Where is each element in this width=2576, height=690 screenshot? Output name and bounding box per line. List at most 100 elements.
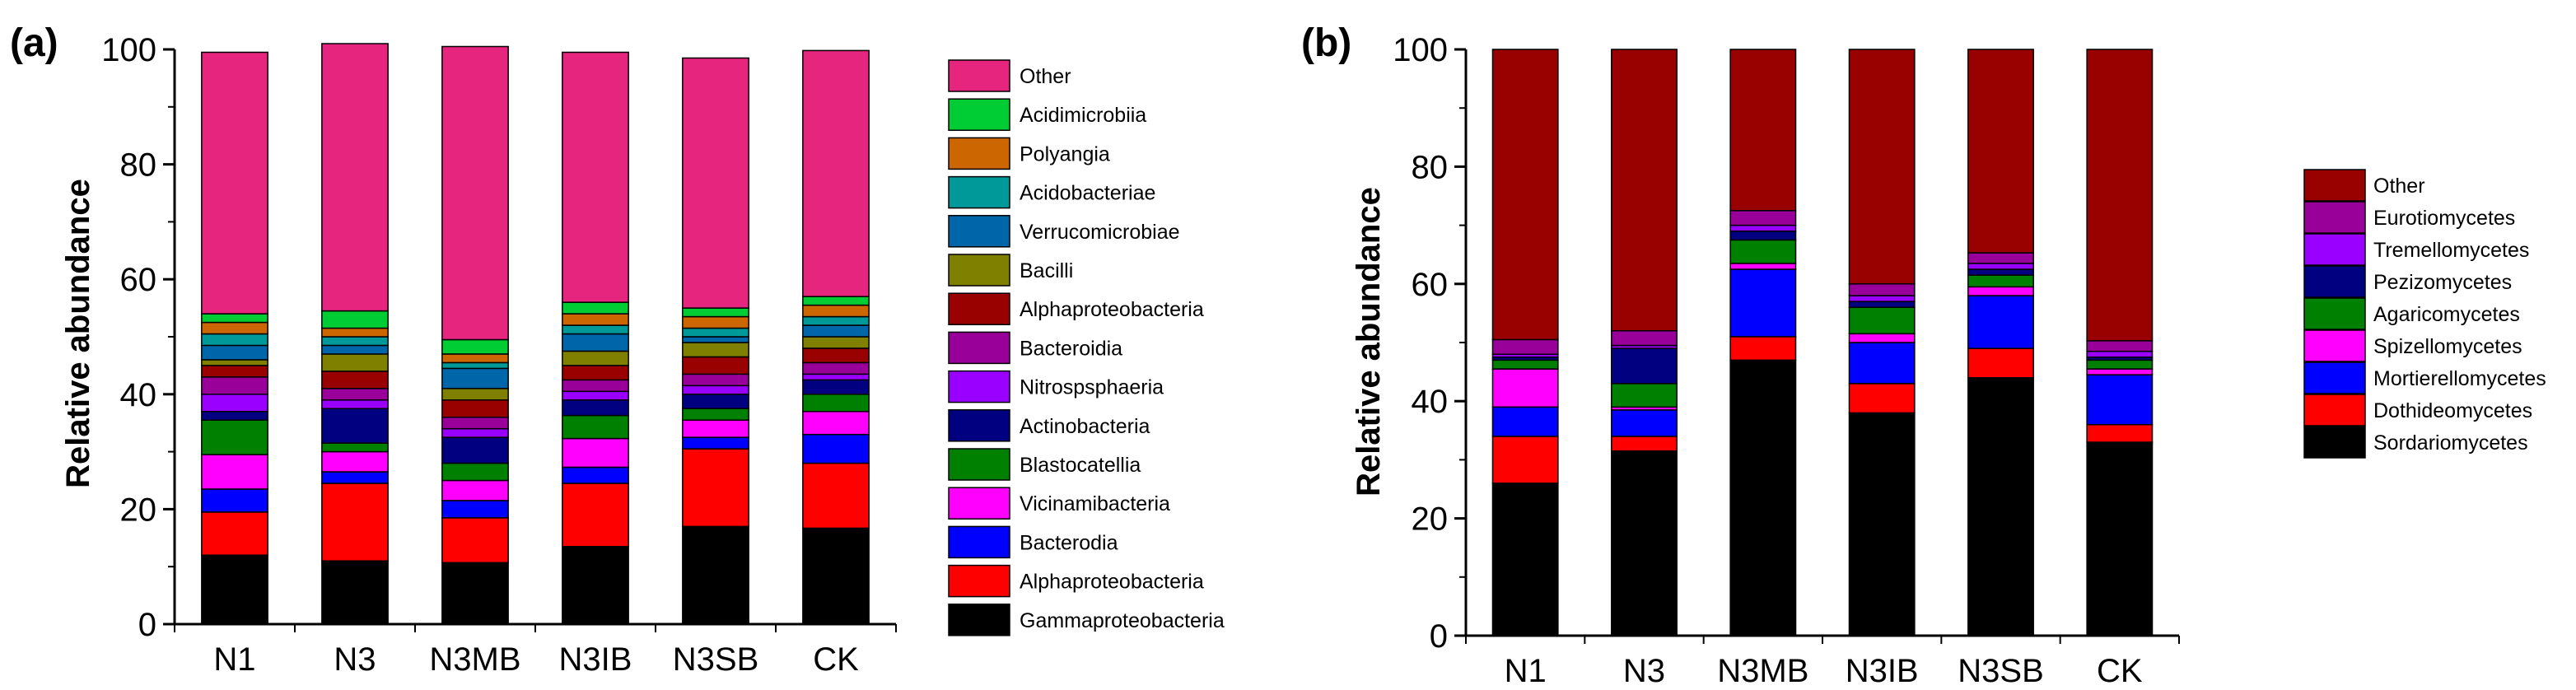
legend: Other Acidimicrobiia Polyangia Acidobacteri…	[948, 59, 1225, 636]
bar-segment-n1-7	[1491, 338, 1559, 355]
legend-swatch	[948, 525, 1010, 559]
chart-panel-a: (a) Relative abundance N1 N3 N3MB N3IB N3SB CK 0…	[10, 21, 1225, 678]
bar-segment-n3-10	[321, 344, 389, 355]
bar-segment-n3sb-9	[682, 342, 749, 358]
bar-segment-n3sb-2	[682, 436, 749, 450]
bar-segment-n1-6	[201, 394, 268, 413]
bar-segment-n3ib-1	[562, 483, 629, 548]
bar-segment-n3-5	[1611, 347, 1678, 385]
bar-segment-n1-13	[201, 313, 268, 324]
bar-segment-n1-1	[201, 511, 268, 556]
bar-segment-n3-2	[321, 471, 389, 484]
bar-segment-n3sb-1	[1967, 347, 2034, 379]
bar-segment-n3mb-6	[441, 427, 509, 438]
x-tick-label: N1	[1505, 653, 1547, 689]
legend-label: Nitrospsphaeria	[1020, 376, 1164, 399]
bar-segment-n3ib-8	[562, 365, 629, 381]
legend-label: Spizellomycetes	[2373, 335, 2522, 358]
legend-label: Vicinamibacteria	[1020, 492, 1170, 515]
bar-segment-n3ib-1	[1848, 383, 1916, 414]
legend-swatch	[948, 331, 1010, 365]
bar-segment-n3mb-8	[1729, 49, 1797, 212]
legend-swatch	[948, 448, 1010, 481]
y-axis-label: Relative abundance	[1351, 187, 1387, 497]
bar-segment-ck-5	[802, 379, 870, 395]
bar-segment-ck-2	[802, 433, 870, 464]
bar-segment-n3-8	[1611, 49, 1678, 332]
legend-swatch	[948, 254, 1010, 287]
bar-segment-ck-2	[2086, 374, 2154, 426]
bar-segment-n3sb-5	[682, 394, 749, 409]
bar-segment-n3-9	[321, 353, 389, 372]
legend-swatch	[948, 409, 1010, 442]
bar-segment-n3sb-6	[682, 385, 749, 395]
bar-segment-n3ib-7	[1848, 283, 1916, 296]
bar-segment-ck-3	[2086, 368, 2154, 375]
bar-segment-ck-0	[2086, 441, 2154, 636]
y-tick-label: 60	[1412, 267, 1449, 303]
y-tick-label: 80	[120, 147, 157, 184]
bar-segment-n3ib-0	[1848, 412, 1916, 636]
bar-segment-n3sb-14	[682, 57, 749, 309]
bar-segment-n3-1	[321, 483, 389, 562]
bar-segment-n3sb-11	[682, 327, 749, 338]
bar-segment-ck-12	[802, 304, 870, 318]
bar-segment-n3-11	[321, 336, 389, 347]
y-tick-label: 100	[1393, 32, 1448, 68]
legend-label: Blastocatellia	[1020, 454, 1141, 477]
bar-segment-n1-12	[201, 321, 268, 335]
bar-segment-n3ib-2	[1848, 342, 1916, 385]
x-tick-label: N3IB	[1846, 653, 1919, 689]
bar-segment-n1-11	[201, 333, 268, 347]
bar-segment-ck-10	[802, 324, 870, 338]
bar-segment-n3sb-2	[1967, 295, 2034, 349]
bar-segment-n1-9	[201, 359, 268, 366]
bar-segment-n3sb-1	[682, 448, 749, 528]
legend-swatch	[2303, 394, 2366, 427]
legend-label: Dothideomycetes	[2373, 399, 2532, 422]
legend-label: Acidimicrobiia	[1020, 104, 1146, 127]
legend-label: Pezizomycetes	[2373, 271, 2512, 294]
bar-segment-n3ib-9	[562, 350, 629, 366]
bar-segment-ck-11	[802, 315, 870, 326]
bar-segment-n3-8	[321, 371, 389, 389]
bar-segment-ck-8	[2086, 49, 2154, 342]
bar-segment-n3mb-3	[1729, 263, 1797, 270]
bar-segment-n1-1	[1491, 436, 1559, 484]
bar-segment-n3mb-12	[441, 353, 509, 364]
bar-segment-n3ib-10	[562, 333, 629, 352]
bar-segment-n3sb-4	[682, 408, 749, 421]
y-tick-label: 20	[120, 492, 157, 528]
x-tick-label: N3MB	[429, 641, 520, 678]
bar-segment-n1-0	[1491, 483, 1559, 636]
legend-label: Other	[1020, 65, 1071, 88]
bar-segment-ck-8	[802, 347, 870, 364]
bar-segment-n3mb-3	[441, 479, 509, 501]
legend-label: Acidobacteriae	[1020, 182, 1155, 205]
legend-swatch	[2303, 329, 2366, 362]
bar-segment-ck-6	[2086, 350, 2154, 358]
bar-segment-n3sb-3	[682, 419, 749, 438]
bar-segment-n3ib-3	[562, 437, 629, 469]
x-tick-label: N3	[334, 641, 376, 678]
bar-segment-n3mb-10	[441, 367, 509, 389]
bar-segment-n3-4	[321, 442, 389, 453]
legend-swatch	[948, 292, 1010, 325]
x-tick-label: N3	[1623, 653, 1665, 689]
bar-segment-n3ib-13	[562, 301, 629, 315]
bar-segment-n3sb-8	[1967, 49, 2034, 254]
legend-swatch	[2303, 201, 2366, 234]
bar-segment-n1-4	[1491, 359, 1559, 370]
y-tick-label: 40	[1412, 384, 1449, 420]
legend-swatch	[948, 370, 1010, 403]
bar-segment-n3ib-4	[562, 414, 629, 440]
bar-segment-n3ib-7	[562, 379, 629, 393]
bar-segment-ck-14	[802, 49, 870, 297]
bar-segment-n3sb-5	[1967, 268, 2034, 276]
bar-segment-n3mb-8	[441, 399, 509, 418]
bar-segment-n1-8	[201, 365, 268, 378]
bar-segment-ck-9	[802, 336, 870, 349]
legend-label: Bacterodia	[1020, 531, 1118, 554]
legend-swatch	[948, 487, 1010, 520]
bar-segment-n3mb-4	[441, 462, 509, 482]
